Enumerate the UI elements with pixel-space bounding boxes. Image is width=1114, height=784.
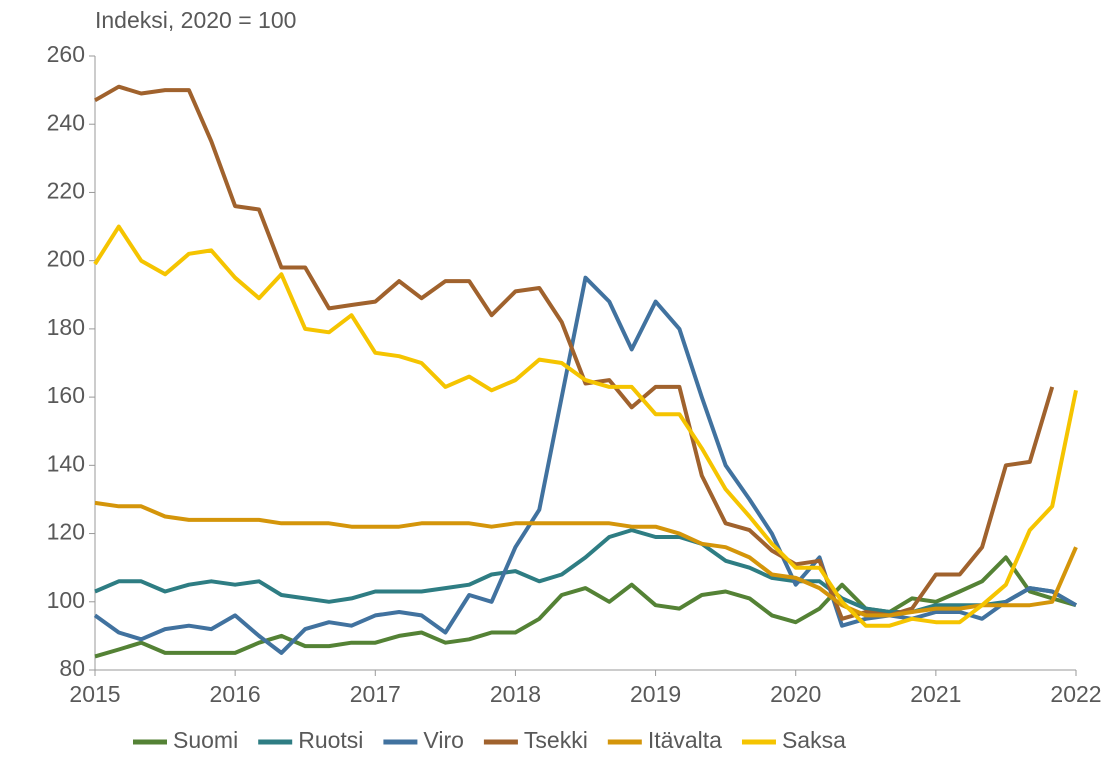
y-tick-label: 160	[47, 382, 85, 408]
series-line	[94, 555, 1077, 659]
x-tick-label: 2018	[490, 681, 541, 707]
y-tick-label: 260	[47, 41, 85, 67]
series-line	[93, 275, 1077, 655]
y-tick-label: 140	[47, 450, 85, 476]
y-tick-label: 240	[47, 109, 85, 135]
legend-label: Itävalta	[648, 727, 722, 753]
legend-label: Viro	[423, 727, 464, 753]
y-axis-label: Indeksi, 2020 = 100	[95, 7, 296, 33]
legend-label: Tsekki	[524, 727, 588, 753]
x-tick-label: 2022	[1050, 681, 1101, 707]
y-tick-label: 180	[47, 314, 85, 340]
y-tick-label: 200	[47, 246, 85, 272]
x-tick-label: 2015	[69, 681, 120, 707]
series-line	[94, 500, 1078, 618]
x-tick-label: 2020	[770, 681, 821, 707]
y-tick-label: 100	[47, 587, 85, 613]
legend-label: Saksa	[782, 727, 846, 753]
legend-label: Ruotsi	[298, 727, 363, 753]
series-line	[94, 84, 1055, 621]
y-tick-label: 80	[59, 655, 85, 681]
y-tick-label: 120	[47, 519, 85, 545]
legend-label: Suomi	[173, 727, 238, 753]
x-tick-label: 2021	[910, 681, 961, 707]
x-tick-label: 2017	[350, 681, 401, 707]
x-tick-label: 2019	[630, 681, 681, 707]
series-line	[93, 224, 1078, 628]
y-tick-label: 220	[47, 178, 85, 204]
x-tick-label: 2016	[210, 681, 261, 707]
